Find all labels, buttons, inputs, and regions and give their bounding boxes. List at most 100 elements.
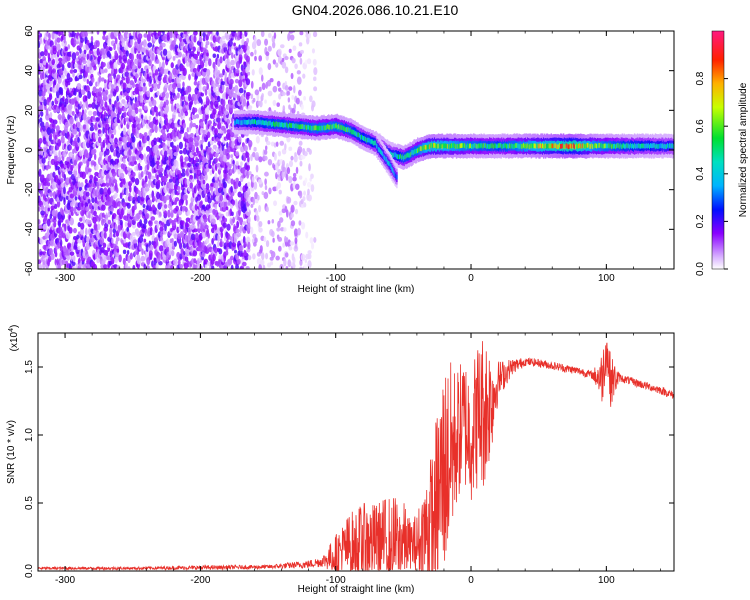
spectrogram-cell [222, 43, 228, 48]
spectrogram-cell [173, 240, 177, 247]
spectrogram-cell [168, 206, 173, 211]
spectrogram-cell [221, 98, 226, 108]
spectrogram-cell [57, 218, 61, 226]
spectrogram-cell [167, 209, 171, 218]
spectrogram-cell [75, 117, 79, 124]
spectrogram-cell [162, 159, 168, 165]
spectrogram-cell [145, 213, 150, 220]
spectrogram-cell [194, 53, 199, 61]
spectrogram-cell [45, 70, 49, 75]
spectrogram-cell [57, 226, 63, 235]
spectrogram-cell [114, 255, 118, 264]
spectrogram-cell [207, 131, 211, 138]
spectrogram-cell [122, 257, 126, 266]
spectrogram-cell [310, 184, 315, 192]
spectrogram-cell [51, 100, 55, 106]
spectrogram-cell [142, 223, 147, 229]
spectrogram-cell [311, 48, 316, 54]
spectrogram-cell [291, 95, 295, 100]
spectrogram-cell [131, 231, 137, 236]
spectrogram-cell [226, 58, 230, 66]
spectrogram-cell [213, 247, 219, 253]
spectrogram-cell [92, 148, 97, 154]
spectrogram-cell [214, 181, 219, 189]
spectrogram-cell [189, 136, 194, 143]
spectrogram-cell [48, 32, 51, 40]
spectrogram-cell [161, 91, 166, 98]
spectrogram-cell [179, 263, 184, 269]
spectrogram-cell [125, 195, 128, 202]
spectrogram-cell [162, 48, 168, 56]
spectrogram-cell [203, 150, 207, 158]
spectrogram-cell [122, 177, 126, 185]
spectrogram-cell [225, 248, 229, 253]
spectrogram-cell [294, 152, 297, 157]
spectrogram-cell [226, 161, 230, 166]
spectrogram-cell [229, 255, 234, 261]
spectrogram-cell [72, 128, 78, 135]
spectrogram-cell [239, 48, 244, 55]
spectrogram-cell [170, 103, 174, 112]
spectrogram-cell [121, 239, 124, 245]
spectrogram-cell [59, 245, 64, 252]
spectrogram-cell [110, 84, 115, 89]
spectrogram-cell [206, 68, 211, 77]
spectrogram-cell [204, 88, 208, 96]
spectrogram-cell [147, 42, 153, 48]
spectrogram-cell [254, 49, 257, 55]
spectrogram-cell [68, 176, 72, 185]
spectrogram-cell [189, 182, 194, 189]
spectrogram-cell [276, 80, 281, 87]
spectrogram-cell [247, 255, 252, 261]
spectrogram-cell [112, 179, 118, 184]
spectrogram-cell [278, 211, 283, 216]
spectrogram-cell [222, 68, 226, 76]
spectrogram-cell [177, 185, 181, 194]
spectrogram-cell [184, 256, 189, 263]
spectrogram-cell [228, 39, 233, 47]
spectrogram-cell [235, 151, 240, 157]
spectrogram-cell [243, 61, 246, 66]
spectrogram-cell [202, 240, 205, 250]
spectrogram-cell [45, 108, 49, 117]
spectrogram-cell [56, 258, 60, 266]
spectrogram-cell [61, 209, 65, 216]
spectrogram-cell [234, 249, 237, 254]
spectrogram-cell [220, 231, 224, 239]
spectrogram-cell [223, 54, 227, 60]
spectrogram-cell [258, 156, 263, 163]
spectrogram-cell [113, 67, 118, 75]
spectrogram-cell [267, 32, 272, 39]
spectrogram-cell [101, 61, 106, 68]
spectrogram-cell [176, 144, 179, 153]
spectrogram-cell [273, 200, 278, 207]
spectrogram-cell [171, 78, 175, 83]
spectrogram-cell [287, 97, 291, 103]
spectrogram-cell [258, 227, 263, 233]
spectrogram-cell [205, 74, 210, 83]
spectrogram-cell [299, 57, 303, 65]
spectrogram-cell [184, 194, 188, 200]
spectrogram-cell [115, 237, 120, 242]
spectrogram-cell [99, 236, 105, 245]
spectrogram-cell [165, 144, 168, 151]
spectrogram-cell [158, 254, 161, 263]
spectrogram-cell [84, 178, 88, 184]
spectrogram-cell [172, 145, 177, 154]
spectrogram-cell [124, 71, 130, 78]
spectrogram-cell [156, 221, 159, 230]
spectrogram-cell [312, 58, 317, 66]
spectrogram-cell [159, 202, 163, 207]
spectrogram-cell [243, 98, 247, 107]
spectrogram-cell [51, 58, 56, 66]
spectrogram-cell [151, 52, 155, 61]
spectrogram-cell [242, 152, 247, 157]
spectrogram-cell [288, 48, 292, 54]
spectrogram-cell [101, 204, 106, 211]
spectrogram-cell [114, 37, 118, 45]
spectrogram-cell [111, 133, 114, 139]
spectrogram-cell [93, 65, 97, 71]
spectrogram-cell [264, 185, 268, 191]
spectrogram-cell [165, 194, 170, 201]
